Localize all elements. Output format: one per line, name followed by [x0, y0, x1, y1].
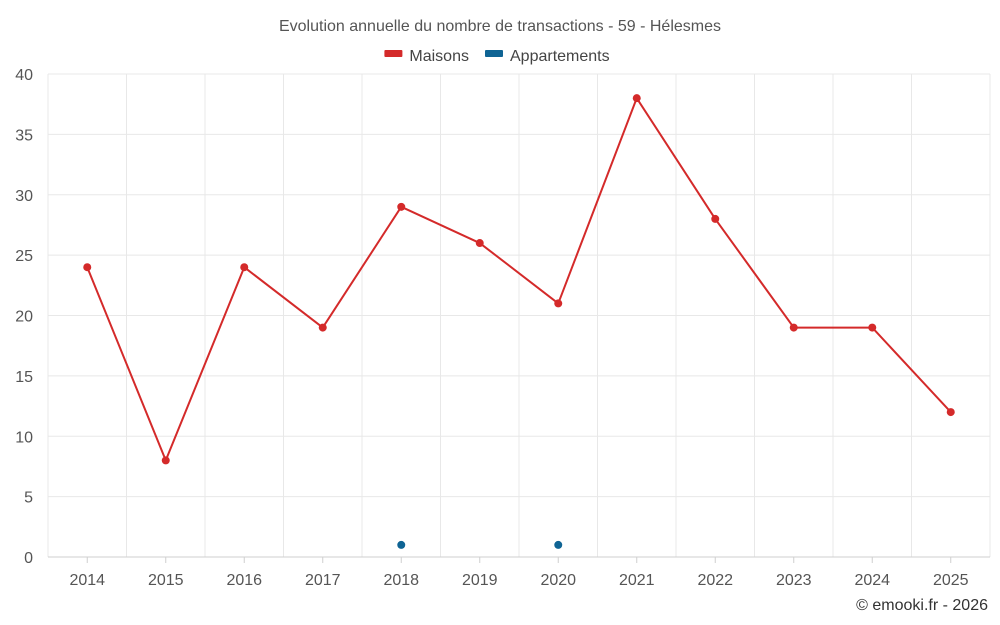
data-point-maisons[interactable] — [475, 239, 484, 248]
legend-label: Appartements — [510, 48, 610, 65]
data-point-maisons[interactable] — [397, 202, 406, 211]
data-point-appartements[interactable] — [397, 540, 406, 549]
x-tick-label: 2016 — [226, 572, 262, 589]
data-point-maisons[interactable] — [711, 214, 720, 223]
data-point-maisons[interactable] — [240, 263, 249, 272]
data-point-maisons[interactable] — [946, 408, 955, 417]
legend-item-appartements[interactable]: Appartements — [485, 48, 610, 65]
x-tick-label: 2014 — [69, 572, 105, 589]
x-tick-label: 2020 — [540, 572, 576, 589]
data-point-maisons[interactable] — [161, 456, 170, 465]
legend-item-maisons[interactable]: Maisons — [384, 48, 469, 65]
x-tick-label: 2018 — [383, 572, 419, 589]
chart-title: Evolution annuelle du nombre de transact… — [279, 18, 721, 35]
y-tick-label: 0 — [24, 550, 33, 567]
data-point-maisons[interactable] — [318, 323, 327, 332]
x-tick-label: 2023 — [776, 572, 812, 589]
legend-swatch — [384, 50, 403, 57]
y-tick-label: 30 — [15, 188, 33, 205]
y-tick-label: 5 — [24, 490, 33, 507]
x-tick-label: 2021 — [619, 572, 655, 589]
credit-text: © emooki.fr - 2026 — [856, 597, 988, 614]
series-appartements — [397, 540, 563, 549]
y-tick-label: 40 — [15, 67, 33, 84]
series-layer — [83, 94, 955, 549]
x-tick-label: 2024 — [854, 572, 890, 589]
x-tick-label: 2022 — [697, 572, 733, 589]
x-tick-label: 2017 — [305, 572, 341, 589]
y-tick-label: 10 — [15, 429, 33, 446]
series-line-maisons — [86, 97, 952, 462]
data-point-maisons[interactable] — [554, 299, 563, 308]
data-point-maisons[interactable] — [83, 263, 92, 272]
data-point-maisons[interactable] — [868, 323, 877, 332]
data-point-maisons[interactable] — [632, 94, 641, 103]
x-tick-label: 2025 — [933, 572, 969, 589]
legend: Maisons Appartements — [384, 48, 610, 65]
y-tick-label: 15 — [15, 369, 33, 386]
data-point-maisons[interactable] — [789, 323, 798, 332]
y-tick-label: 25 — [15, 248, 33, 265]
y-tick-label: 20 — [15, 309, 33, 326]
y-tick-label: 35 — [15, 127, 33, 144]
series-maisons — [83, 94, 955, 465]
x-tick-label: 2015 — [148, 572, 184, 589]
legend-label: Maisons — [409, 48, 469, 65]
grid — [47, 73, 991, 557]
x-tick-label: 2019 — [462, 572, 498, 589]
legend-swatch — [485, 50, 503, 57]
data-point-appartements[interactable] — [554, 540, 563, 549]
